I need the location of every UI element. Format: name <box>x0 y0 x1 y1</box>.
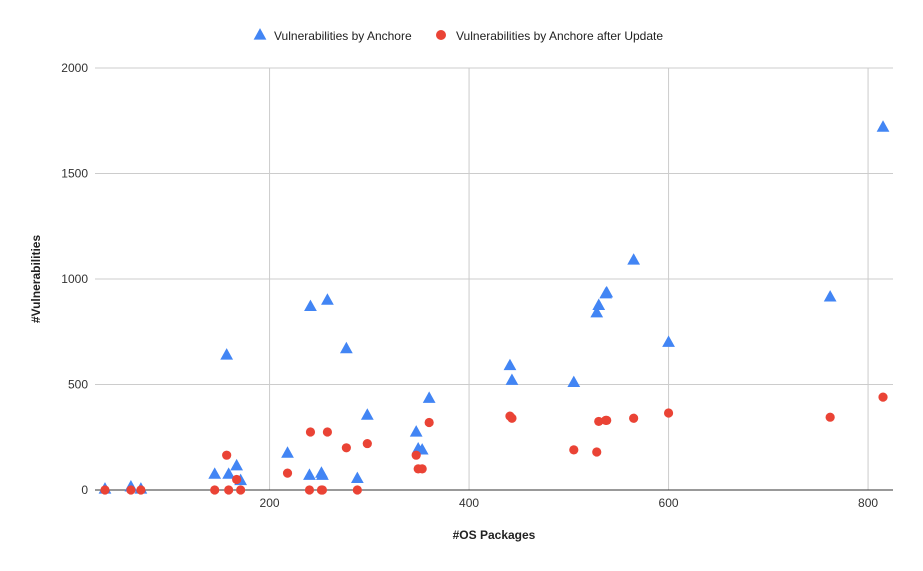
triangle-point <box>321 293 334 305</box>
circle-point <box>352 485 362 495</box>
triangle-point <box>360 408 374 420</box>
triangle-point <box>220 348 234 360</box>
x-tick-label: 800 <box>858 496 878 510</box>
y-tick-label: 1500 <box>61 167 88 181</box>
circle-point <box>224 485 234 495</box>
triangle-point <box>627 253 641 265</box>
circle-point <box>594 416 604 427</box>
triangle-point <box>303 468 316 480</box>
triangle-point <box>590 305 604 318</box>
grid-lines <box>95 67 893 490</box>
circle-point <box>210 485 220 495</box>
circle-point <box>424 417 434 428</box>
triangle-point <box>503 358 517 371</box>
x-tick-labels: 200 400 600 800 <box>260 496 879 510</box>
circle-marker-icon <box>436 30 446 40</box>
y-tick-label: 2000 <box>61 61 88 75</box>
legend: Vulnerabilities by Anchore Vulnerabiliti… <box>253 28 663 43</box>
triangle-point <box>409 425 423 437</box>
circle-point <box>305 427 316 437</box>
circle-point <box>236 485 246 495</box>
series-anchore-after-update <box>100 392 888 495</box>
triangle-point <box>304 299 317 312</box>
triangle-point <box>600 285 614 298</box>
circle-point <box>222 450 232 460</box>
x-tick-label: 200 <box>260 496 280 510</box>
circle-point <box>411 450 421 460</box>
y-tick-label: 500 <box>68 378 88 392</box>
legend-item-anchore: Vulnerabilities by Anchore <box>253 28 412 43</box>
y-tick-label: 1000 <box>61 272 88 286</box>
triangle-point <box>208 467 222 479</box>
circle-point <box>282 468 293 478</box>
y-tick-label: 0 <box>81 483 88 497</box>
triangle-point <box>592 298 606 310</box>
triangle-point <box>222 467 236 479</box>
legend-item-anchore-after-update: Vulnerabilities by Anchore after Update <box>436 29 663 43</box>
circle-point <box>825 412 835 422</box>
triangle-point <box>567 375 581 388</box>
circle-point <box>569 445 579 455</box>
circle-point <box>341 443 351 453</box>
circle-point <box>629 413 639 423</box>
triangle-point <box>316 468 329 480</box>
triangle-point <box>422 391 436 403</box>
x-tick-label: 600 <box>659 496 679 510</box>
circle-point <box>602 415 612 425</box>
series-anchore <box>98 120 890 494</box>
circle-point <box>126 485 136 495</box>
circle-point <box>362 438 372 449</box>
y-tick-labels: 0 500 1000 1500 2000 <box>61 61 88 497</box>
x-axis-title: #OS Packages <box>453 528 536 542</box>
triangle-marker-icon <box>253 28 267 40</box>
circle-point <box>417 464 427 474</box>
triangle-point <box>230 458 244 471</box>
circle-point <box>304 485 315 495</box>
triangle-point <box>823 290 837 302</box>
y-axis-title: #Vulnerabilities <box>29 235 43 324</box>
legend-label-anchore: Vulnerabilities by Anchore <box>274 29 412 43</box>
triangle-point <box>876 120 890 132</box>
circle-point <box>136 485 146 495</box>
circle-point <box>592 447 602 457</box>
triangle-point <box>505 373 519 385</box>
triangle-point <box>662 335 675 347</box>
circle-point <box>317 485 328 495</box>
triangle-point <box>281 446 294 458</box>
circle-point <box>507 413 517 423</box>
data-points <box>98 120 890 495</box>
circle-point <box>100 485 110 495</box>
circle-point <box>663 408 674 418</box>
x-tick-label: 400 <box>459 496 479 510</box>
triangle-point <box>350 471 364 484</box>
circle-point <box>232 474 242 485</box>
circle-point <box>322 427 333 437</box>
circle-point <box>878 392 888 402</box>
legend-label-anchore-after-update: Vulnerabilities by Anchore after Update <box>456 29 663 43</box>
triangle-point <box>339 341 353 354</box>
